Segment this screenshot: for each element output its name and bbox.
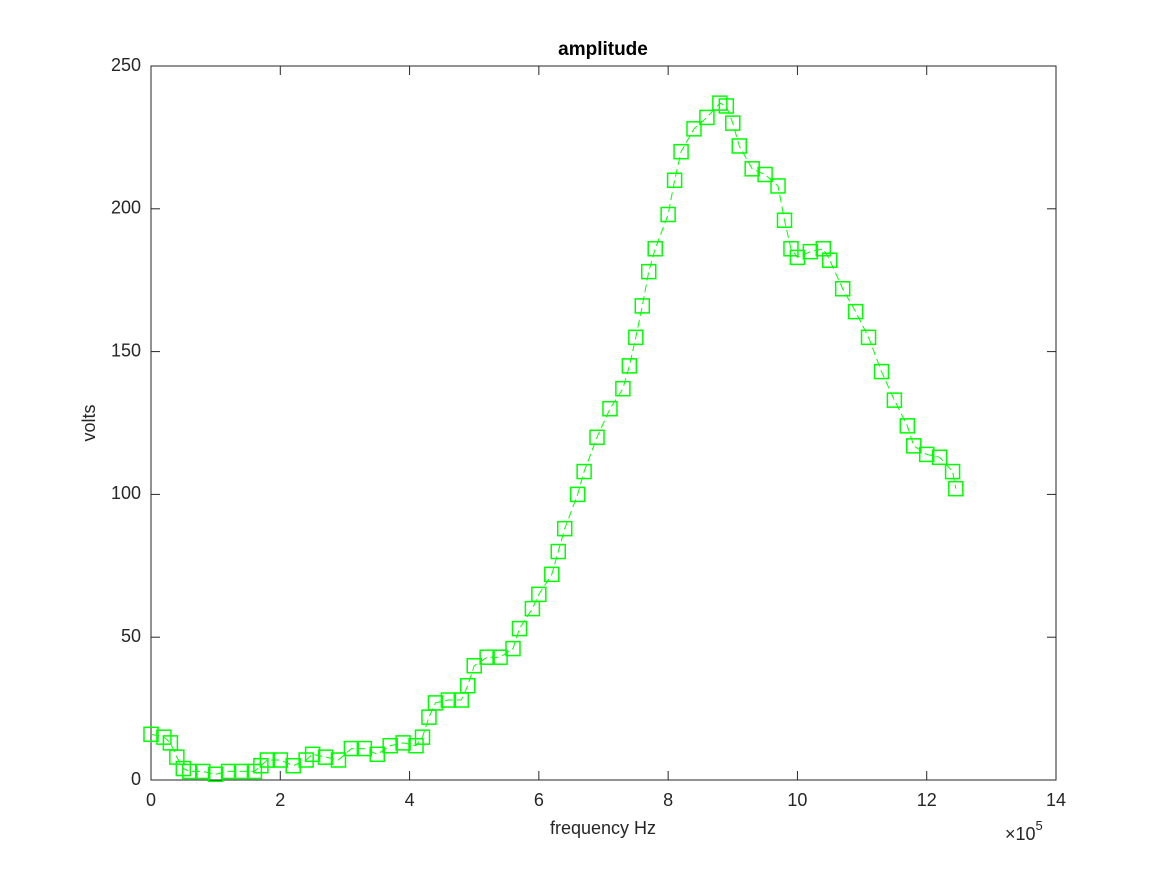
- x-tick-label: 4: [405, 790, 415, 810]
- data-marker: [369, 746, 385, 763]
- data-marker: [718, 98, 735, 114]
- data-marker: [860, 329, 877, 346]
- data-marker: [776, 212, 793, 228]
- data-marker: [899, 418, 916, 434]
- data-marker: [414, 729, 431, 745]
- data-marker: [834, 281, 851, 297]
- data-marker: [343, 740, 360, 757]
- data-marker: [822, 252, 838, 268]
- data-marker: [505, 640, 521, 657]
- x-tick-label: 14: [1046, 790, 1066, 810]
- data-marker: [233, 763, 250, 780]
- x-tick-label: 2: [275, 790, 285, 810]
- data-marker: [569, 486, 586, 503]
- data-marker: [628, 329, 644, 346]
- data-marker: [285, 757, 301, 774]
- y-tick-label: 200: [111, 198, 141, 218]
- data-marker: [873, 363, 890, 380]
- multiplier-exponent: 5: [1036, 818, 1043, 833]
- data-marker: [757, 166, 773, 183]
- data-marker: [944, 463, 961, 480]
- data-marker: [207, 766, 224, 783]
- data-marker: [466, 658, 482, 674]
- x-tick-label: 12: [917, 790, 937, 810]
- data-marker: [589, 429, 605, 446]
- x-tick-label: 8: [663, 790, 673, 810]
- data-marker: [304, 746, 321, 763]
- data-marker: [673, 143, 689, 160]
- y-tick-label: 0: [131, 769, 141, 789]
- data-marker: [259, 752, 276, 768]
- data-marker: [395, 735, 411, 751]
- data-marker: [576, 463, 592, 480]
- data-marker: [330, 752, 347, 768]
- x-axis-label: frequency Hz: [550, 818, 656, 838]
- data-marker: [479, 649, 495, 665]
- data-marker: [641, 263, 657, 280]
- data-marker: [634, 298, 651, 314]
- chart-title: amplitude: [558, 39, 648, 60]
- data-marker: [802, 243, 819, 260]
- y-tick-label: 250: [111, 55, 141, 75]
- x-multiplier: ×105: [1005, 818, 1043, 843]
- data-marker: [440, 692, 457, 708]
- data-marker: [356, 740, 373, 757]
- data-marker: [511, 620, 528, 637]
- data-marker: [544, 566, 560, 583]
- x-tick-label: 10: [787, 790, 807, 810]
- data-marker: [194, 763, 211, 780]
- data-marker: [699, 109, 715, 126]
- data-marker: [550, 543, 566, 560]
- data-marker: [886, 392, 903, 408]
- data-marker: [427, 695, 444, 711]
- data-marker: [531, 586, 547, 603]
- data-line: [150, 102, 957, 775]
- y-tick-label: 100: [111, 483, 141, 503]
- multiplier-base: ×10: [1005, 824, 1036, 844]
- data-marker: [666, 172, 683, 188]
- data-marker: [382, 737, 398, 754]
- data-marker: [686, 121, 702, 137]
- data-marker: [621, 358, 638, 374]
- data-marker: [660, 206, 676, 223]
- data-marker: [931, 449, 948, 466]
- axes-box: [150, 65, 1057, 781]
- y-tick-label: 50: [121, 626, 141, 646]
- data-marker: [220, 763, 237, 780]
- x-tick-label: 6: [534, 790, 544, 810]
- data-marker: [948, 480, 964, 497]
- data-marker: [918, 446, 935, 463]
- data-marker: [744, 161, 760, 177]
- data-marker: [906, 438, 922, 454]
- y-axis-label: volts: [79, 404, 99, 441]
- x-tick-label: 0: [146, 790, 156, 810]
- data-marker: [615, 380, 631, 397]
- data-marker: [789, 249, 806, 266]
- data-marker: [847, 303, 864, 320]
- y-tick-label: 150: [111, 340, 141, 360]
- data-marker: [647, 241, 663, 257]
- data-marker: [725, 115, 741, 131]
- data-marker: [556, 520, 573, 537]
- data-marker: [492, 649, 508, 665]
- data-marker: [317, 749, 334, 765]
- data-marker: [460, 678, 476, 694]
- data-marker: [770, 178, 786, 194]
- data-marker: [182, 763, 198, 780]
- data-marker: [272, 752, 289, 768]
- data-marker: [731, 138, 747, 154]
- data-marker: [143, 726, 159, 743]
- data-marker: [602, 400, 618, 417]
